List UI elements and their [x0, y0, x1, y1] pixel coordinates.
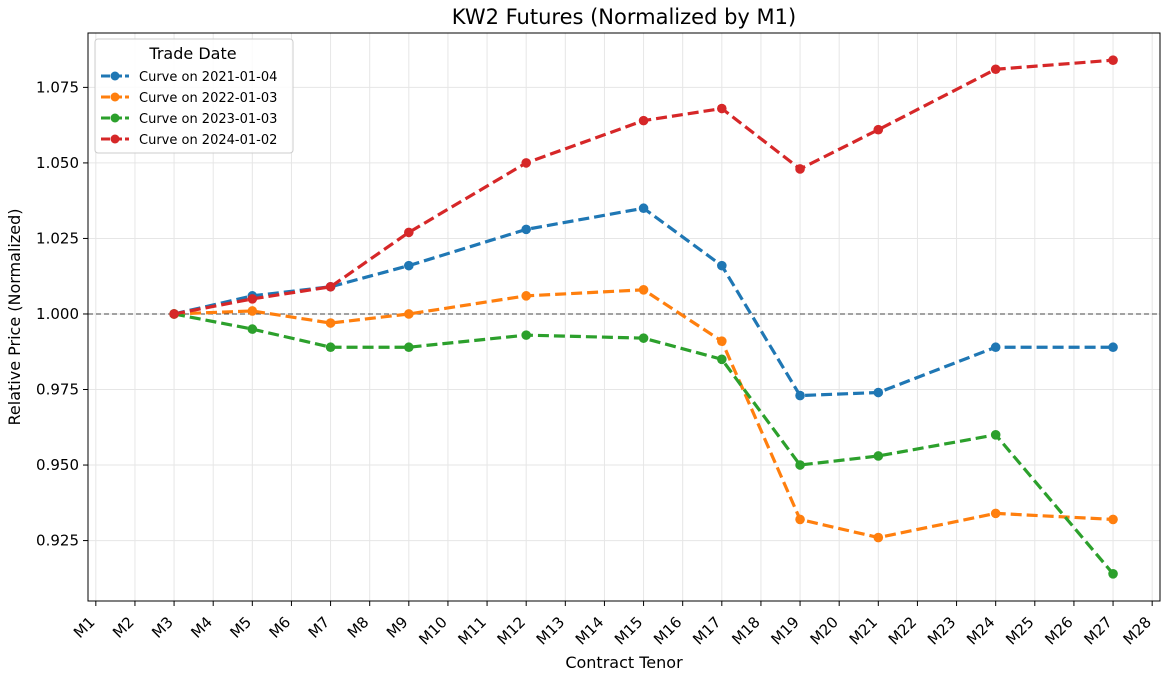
series-4: [169, 55, 1118, 319]
y-tick-label: 1.000: [36, 305, 79, 323]
legend-label: Curve on 2021-01-04: [139, 70, 277, 85]
data-point: [1108, 342, 1118, 353]
legend-swatch-marker: [110, 134, 120, 144]
y-tick-label: 1.075: [36, 78, 79, 96]
data-point: [521, 224, 531, 235]
data-point: [169, 309, 179, 319]
data-point: [325, 342, 336, 353]
data-point: [521, 158, 531, 168]
legend-swatch-marker: [110, 71, 120, 81]
series-3: [169, 309, 1118, 579]
data-point: [1108, 514, 1118, 525]
chart-title: KW2 Futures (Normalized by M1): [452, 5, 796, 29]
y-tick-label: 0.925: [36, 532, 79, 550]
data-point: [638, 203, 649, 214]
y-tick-label: 0.975: [36, 381, 79, 399]
legend-title: Trade Date: [148, 44, 236, 63]
data-point: [873, 451, 884, 461]
legend-item: Curve on 2022-01-03: [101, 91, 277, 106]
series-group: [169, 55, 1118, 579]
y-tick-label: 1.025: [36, 229, 79, 247]
legend-item: Curve on 2024-01-02: [101, 133, 277, 148]
legend-label: Curve on 2023-01-03: [139, 112, 277, 127]
data-point: [717, 336, 727, 346]
data-point: [638, 115, 649, 126]
legend-item: Curve on 2023-01-03: [101, 112, 277, 127]
plot-frame: [87, 32, 1161, 602]
data-point: [638, 333, 649, 343]
data-point: [795, 460, 805, 470]
legend-label: Curve on 2024-01-02: [139, 133, 277, 148]
data-point: [990, 508, 1001, 519]
legend-items: Curve on 2021-01-04 Curve on 2022-01-03 Cu…: [101, 70, 277, 148]
legend-box: [94, 38, 294, 154]
legend-label: Curve on 2022-01-03: [139, 91, 277, 106]
data-point: [325, 281, 336, 292]
data-point: [521, 330, 531, 340]
data-point: [873, 532, 884, 543]
data-point: [404, 260, 414, 271]
data-point: [717, 260, 727, 271]
data-point: [795, 514, 805, 525]
data-point: [521, 291, 531, 301]
legend-swatch-marker: [110, 92, 120, 102]
legend-swatch-marker: [110, 113, 120, 123]
data-point: [717, 354, 727, 365]
data-point: [404, 227, 414, 238]
data-point: [990, 342, 1001, 353]
data-point: [1108, 569, 1118, 579]
data-point: [795, 164, 805, 174]
data-point: [990, 430, 1001, 440]
data-point: [404, 342, 414, 353]
data-point: [873, 387, 884, 398]
legend-item: Curve on 2021-01-04: [101, 70, 277, 85]
data-point: [990, 64, 1001, 75]
y-axis: 0.925 0.950 0.975 1.000 1.025 1.050 1.075: [36, 78, 88, 550]
y-tick-label: 0.950: [36, 456, 79, 474]
data-point: [404, 309, 414, 319]
x-axis-title: Contract Tenor: [565, 653, 683, 672]
y-tick-label: 1.050: [36, 154, 79, 172]
data-point: [247, 294, 258, 304]
data-point: [795, 390, 805, 401]
y-axis-title: Relative Price (Normalized): [5, 209, 24, 426]
data-point: [638, 285, 649, 295]
data-point: [873, 124, 884, 135]
data-point: [247, 306, 258, 316]
data-point: [717, 103, 727, 114]
data-point: [1108, 55, 1118, 65]
data-point: [247, 324, 258, 334]
data-point: [325, 318, 336, 328]
